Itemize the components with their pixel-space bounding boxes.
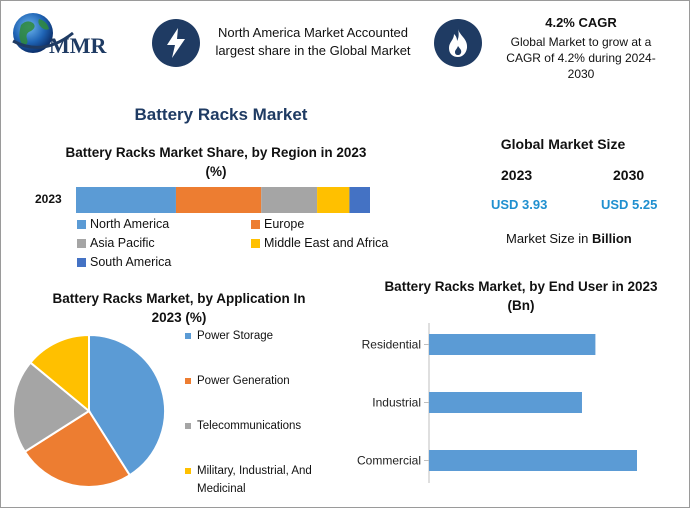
- pie-slice-power-generation: [23, 409, 132, 488]
- legend-item-europe: Europe: [251, 217, 304, 231]
- legend-swatch: [185, 333, 191, 339]
- legend-swatch: [77, 257, 86, 267]
- mmr-logo: MMR: [9, 7, 139, 63]
- legend-label: Military, Industrial, And Medicinal: [197, 465, 312, 495]
- bar-industrial: [429, 392, 582, 413]
- info-badge-1: [152, 19, 200, 67]
- legend-item-telecommunications: Telecommunications: [185, 417, 325, 435]
- legend-swatch: [185, 378, 191, 384]
- y-tick-label-residential: Residential: [362, 338, 421, 352]
- unit-note-prefix: Market Size in: [506, 231, 592, 246]
- pie-slice-military-industrial-and-medicinal: [29, 333, 90, 414]
- legend-label: Europe: [264, 217, 305, 231]
- globe-icon: [12, 13, 74, 53]
- cagr-info: Global Market to grow at a CAGR of 4.2% …: [506, 35, 656, 81]
- y-tick-label-industrial: Industrial: [372, 396, 421, 410]
- legend-swatch: [77, 238, 86, 248]
- bar-residential: [429, 334, 596, 355]
- global-size-value-2030: USD 5.25: [601, 197, 658, 212]
- legend-swatch: [185, 468, 191, 474]
- global-size-year-2023: 2023: [501, 167, 533, 183]
- legend-label: North America: [90, 217, 170, 231]
- legend-item-power-storage: Power Storage: [185, 327, 325, 345]
- flame-icon: [449, 29, 468, 57]
- region-segment-north-america: [76, 187, 176, 213]
- y-tick-label-commercial: Commercial: [357, 454, 421, 468]
- region-stacked-bar: [76, 187, 370, 213]
- legend-label: South America: [90, 255, 172, 269]
- legend-label: Telecommunications: [197, 420, 302, 432]
- page-title: Battery Racks Market: [134, 105, 308, 124]
- region-segment-middle-east-and-africa: [317, 187, 350, 213]
- region-segment-south-america: [349, 187, 370, 213]
- legend-item-asia-pacific: Asia Pacific: [77, 236, 155, 250]
- bar-commercial: [429, 450, 637, 471]
- global-size-year-2030: 2030: [613, 167, 645, 183]
- legend-item-power-generation: Power Generation: [185, 372, 325, 390]
- end-user-chart-title: Battery Racks Market, by End User in 202…: [384, 279, 658, 313]
- global-size-title: Global Market Size: [500, 136, 626, 152]
- info-badge-2: [434, 19, 482, 67]
- legend-label: Power Generation: [197, 375, 290, 387]
- region-segment-asia-pacific: [261, 187, 318, 213]
- pie-slice-telecommunications: [12, 361, 91, 454]
- legend-label: Middle East and Africa: [264, 236, 389, 250]
- global-size-value-2023: USD 3.93: [491, 197, 548, 212]
- legend-label: Asia Pacific: [90, 236, 155, 250]
- legend-label: Power Storage: [197, 330, 274, 342]
- logo-text: MMR: [49, 33, 107, 58]
- legend-item-middle-east-and-africa: Middle East and Africa: [251, 236, 388, 250]
- north-america-info: North America Market Accounted largest s…: [215, 25, 411, 58]
- legend-item-military-industrial-and-medicinal: Military, Industrial, And Medicinal: [185, 462, 325, 498]
- legend-item-south-america: South America: [77, 255, 171, 269]
- lightning-icon: [167, 28, 185, 58]
- region-category-label: 2023: [35, 192, 62, 206]
- legend-swatch: [77, 219, 86, 229]
- application-chart-title: Battery Racks Market, by Application In …: [52, 291, 306, 325]
- unit-note-unit: Billion: [591, 231, 632, 246]
- legend-swatch: [251, 219, 260, 229]
- region-segment-europe: [175, 187, 262, 213]
- region-chart-title: Battery Racks Market Share, by Region in…: [65, 145, 367, 179]
- legend-swatch: [185, 423, 191, 429]
- market-size-unit-note: Market Size in Billion: [506, 231, 632, 246]
- end-user-bar-chart: Residential Industrial Commercial: [357, 323, 637, 483]
- application-pie-chart: [12, 333, 166, 488]
- cagr-title: 4.2% CAGR: [545, 15, 617, 30]
- legend-swatch: [251, 238, 260, 248]
- legend-item-north-america: North America: [77, 217, 169, 231]
